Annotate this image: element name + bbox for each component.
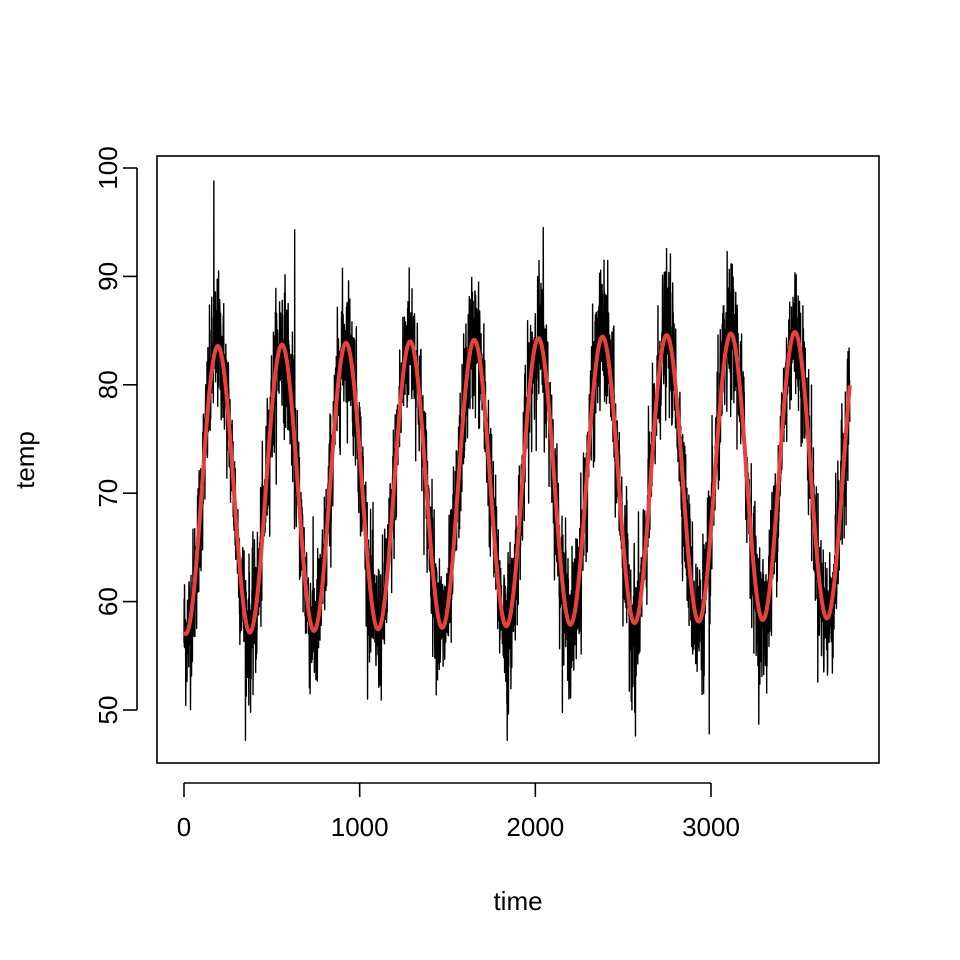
y-tick-label: 50 [93,696,123,725]
x-tick-label: 1000 [331,812,389,842]
plot-frame [156,155,880,764]
x-axis-title: time [493,886,542,916]
y-tick-label: 60 [93,587,123,616]
y-tick-label: 80 [93,370,123,399]
x-tick-label: 3000 [682,812,740,842]
plot-data-layer [182,180,852,742]
x-tick-label: 2000 [506,812,564,842]
y-axis: 50 60 70 80 90 100 [93,146,138,725]
y-tick-label: 90 [93,262,123,291]
y-tick-label: 70 [93,479,123,508]
y-tick-label: 100 [93,146,123,189]
x-tick-label: 0 [177,812,191,842]
observed-series-line [183,180,851,742]
x-axis: 0 1000 2000 3000 [177,782,740,842]
y-axis-title: temp [10,431,40,489]
fitted-series-line [182,330,852,637]
